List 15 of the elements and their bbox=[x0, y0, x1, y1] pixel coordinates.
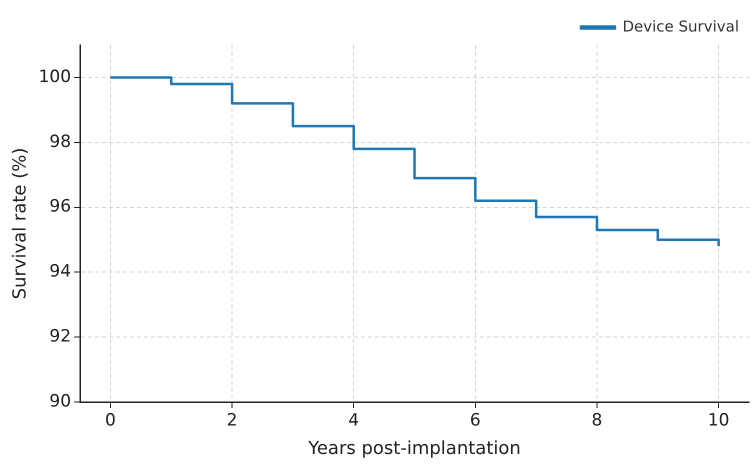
y-tick-label: 96 bbox=[49, 196, 72, 217]
y-tick-label: 90 bbox=[49, 391, 72, 412]
x-tick-label: 4 bbox=[348, 410, 360, 431]
x-axis-title: Years post-implantation bbox=[307, 438, 521, 459]
y-tick-label: 100 bbox=[38, 66, 72, 87]
x-tick-label: 0 bbox=[105, 410, 116, 431]
y-tick-label: 94 bbox=[49, 262, 72, 282]
legend-label: Device Survival bbox=[622, 17, 740, 36]
x-tick-label: 8 bbox=[592, 410, 602, 431]
y-axis-title: Survival rate (%) bbox=[9, 148, 30, 300]
x-tick-label: 2 bbox=[226, 410, 238, 431]
x-tick-label: 6 bbox=[470, 410, 481, 431]
y-tick-label: 92 bbox=[49, 326, 72, 347]
x-tick-label: 10 bbox=[708, 410, 730, 431]
y-tick-label: 98 bbox=[49, 132, 72, 152]
